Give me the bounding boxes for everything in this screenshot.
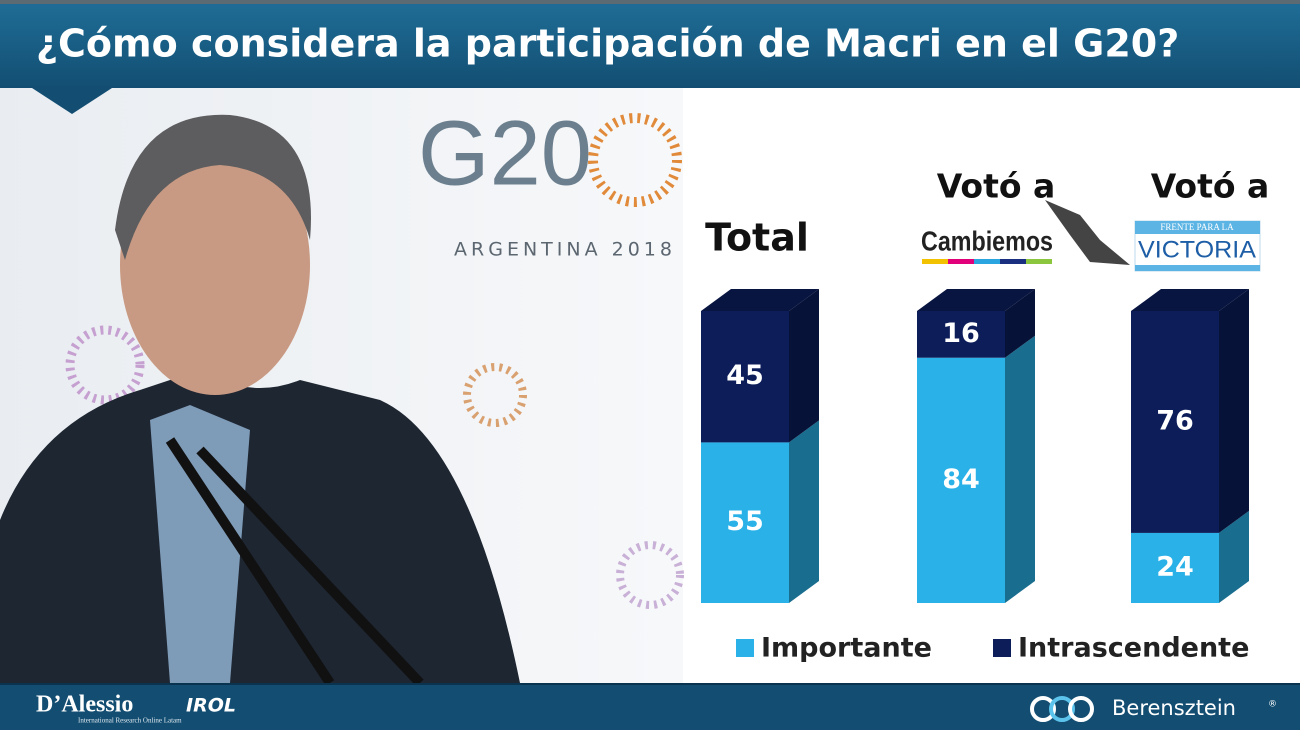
footer-left-tagline: International Research Online Latam: [78, 717, 182, 725]
bar-segment: [917, 357, 1005, 603]
person-suit: [0, 370, 520, 683]
bar-side: [789, 289, 819, 443]
logo-stripe: [948, 259, 974, 264]
logo-band: [1135, 221, 1260, 234]
category-logo: FRENTE PARA LA: [1160, 222, 1234, 232]
value-label: 45: [726, 360, 764, 391]
category-label: Votó a: [937, 167, 1056, 206]
photo-caption: ARGENTINA 2018: [454, 239, 676, 261]
bar-side: [789, 420, 819, 603]
value-label: 84: [942, 464, 980, 495]
footer-edge: [0, 683, 1300, 685]
logo-stripe: [1000, 259, 1026, 264]
footer-right-mark: ®: [1268, 700, 1277, 710]
photo: G20 ARGENTINA 2018: [0, 88, 684, 687]
footer-right-icon: [1030, 696, 1094, 722]
header-bar: [0, 0, 1300, 88]
footer-left: D’Alessio: [36, 692, 133, 718]
bar-segment: [917, 311, 1005, 358]
value-label: 16: [942, 318, 980, 349]
bar-top: [701, 289, 819, 311]
footer-bar: [0, 683, 1300, 730]
person-hair: [115, 114, 311, 260]
bar-top: [917, 289, 1035, 311]
photo-dots: [588, 113, 682, 207]
footer-right: Berensztein: [1112, 696, 1236, 720]
bar-segment: [1131, 311, 1219, 533]
logo-brushstroke: [1045, 200, 1130, 265]
value-label: 55: [726, 506, 764, 537]
bar-side: [1005, 289, 1035, 358]
category-logo: VICTORIA: [1138, 236, 1256, 263]
value-label: 76: [1156, 405, 1194, 436]
logo-stripe: [922, 259, 948, 264]
photo-dots: [65, 325, 145, 405]
legend-swatch: [736, 639, 754, 657]
microphones: [165, 437, 424, 687]
header-notch: [32, 88, 112, 114]
legend-swatch: [993, 639, 1011, 657]
bar-side: [1219, 289, 1249, 533]
bar-segment: [701, 311, 789, 443]
bar-side: [1219, 510, 1249, 603]
bar-segment: [701, 442, 789, 603]
logo-stripe: [974, 259, 1000, 264]
category-label: Votó a: [1151, 167, 1270, 206]
footer-left-brand: IROL: [186, 695, 236, 717]
legend-label: Importante: [761, 633, 932, 664]
category-logo: Cambiemos: [921, 225, 1053, 256]
person-face: [120, 135, 310, 395]
category-label: Total: [705, 216, 809, 260]
value-label: 24: [1156, 551, 1194, 582]
bar-segment: [1131, 532, 1219, 603]
logo-bottom-band: [1135, 265, 1260, 271]
header-edge: [0, 0, 1300, 4]
photo-dots: [616, 541, 684, 609]
logo-stripe: [1026, 259, 1052, 264]
photo-logo: G20: [418, 102, 592, 204]
bar-top: [1131, 289, 1249, 311]
chart-title: ¿Cómo considera la participación de Macr…: [36, 22, 1179, 66]
bar-side: [1005, 335, 1035, 603]
legend-label: Intrascendente: [1018, 633, 1249, 664]
photo-dots: [463, 363, 527, 427]
